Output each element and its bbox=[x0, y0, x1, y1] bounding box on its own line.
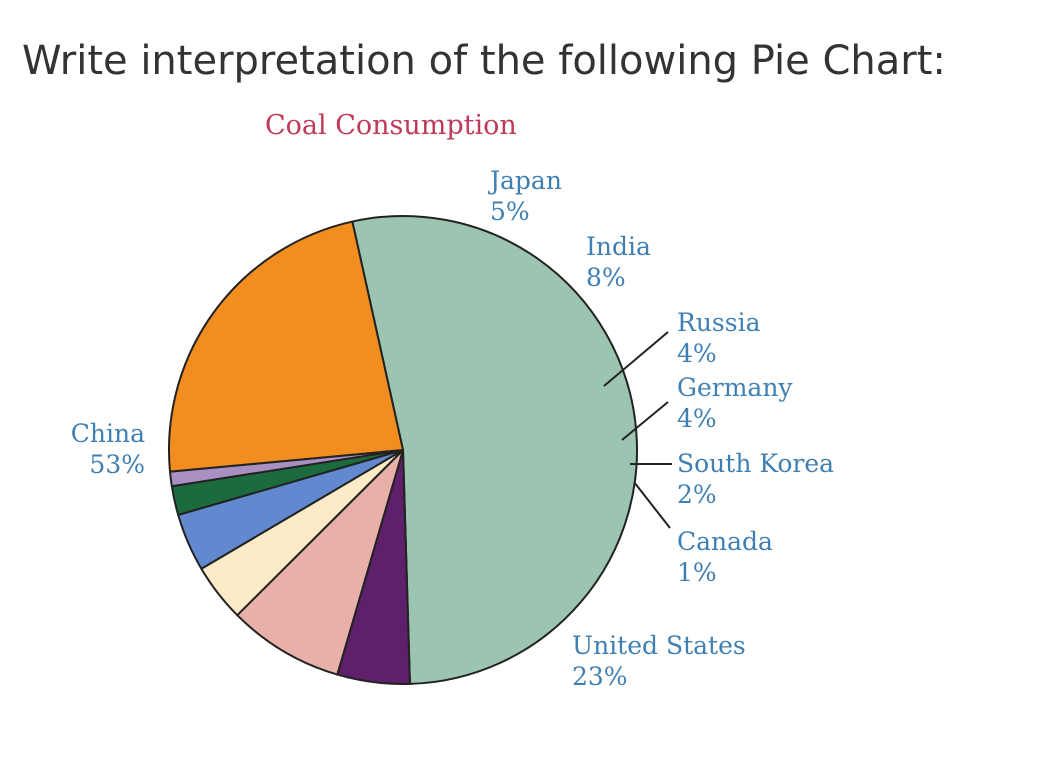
leader-line-russia bbox=[603, 331, 669, 387]
slice-label-value: 4% bbox=[677, 339, 717, 368]
slice-label-name: China bbox=[70, 419, 145, 448]
leader-line-canada bbox=[633, 481, 671, 529]
slice-label-value: 2% bbox=[677, 480, 717, 509]
slice-label-value: 4% bbox=[677, 404, 717, 433]
pie-slice-china bbox=[351, 215, 638, 685]
slice-label-name: United States bbox=[572, 631, 746, 660]
pie-slice-united-states bbox=[168, 220, 404, 473]
slice-label-india: India 8% bbox=[586, 231, 651, 293]
slice-label-value: 8% bbox=[586, 263, 626, 292]
pie-slices bbox=[168, 215, 638, 685]
slice-label-united-states: United States 23% bbox=[572, 630, 746, 692]
slice-label-name: Russia bbox=[677, 308, 761, 337]
slice-label-japan: Japan 5% bbox=[490, 165, 562, 227]
slice-label-south-korea: South Korea 2% bbox=[677, 448, 834, 510]
leader-line-germany bbox=[621, 401, 669, 441]
slice-label-value: 53% bbox=[89, 450, 145, 479]
slice-label-canada: Canada 1% bbox=[677, 526, 773, 588]
slice-label-name: Canada bbox=[677, 527, 773, 556]
chart-title: Coal Consumption bbox=[265, 110, 517, 141]
slice-label-value: 5% bbox=[490, 197, 530, 226]
slice-label-value: 1% bbox=[677, 558, 717, 587]
slice-label-russia: Russia 4% bbox=[677, 307, 760, 369]
slice-label-name: Japan bbox=[490, 166, 562, 195]
question-heading: Write interpretation of the following Pi… bbox=[22, 38, 946, 84]
leader-lines bbox=[603, 331, 672, 529]
slice-label-name: India bbox=[586, 232, 651, 261]
slice-label-china: China 53% bbox=[40, 418, 145, 480]
slice-label-name: Germany bbox=[677, 373, 793, 402]
slice-label-germany: Germany 4% bbox=[677, 372, 793, 434]
pie-slice-india bbox=[236, 449, 404, 676]
slice-label-name: South Korea bbox=[677, 449, 835, 478]
slice-label-value: 23% bbox=[572, 662, 628, 691]
